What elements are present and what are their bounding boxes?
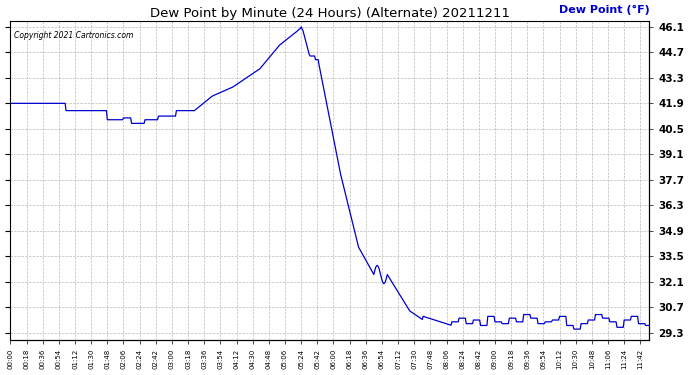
Text: Copyright 2021 Cartronics.com: Copyright 2021 Cartronics.com xyxy=(14,31,133,40)
Text: Dew Point (°F): Dew Point (°F) xyxy=(558,5,649,15)
Title: Dew Point by Minute (24 Hours) (Alternate) 20211211: Dew Point by Minute (24 Hours) (Alternat… xyxy=(150,7,510,20)
